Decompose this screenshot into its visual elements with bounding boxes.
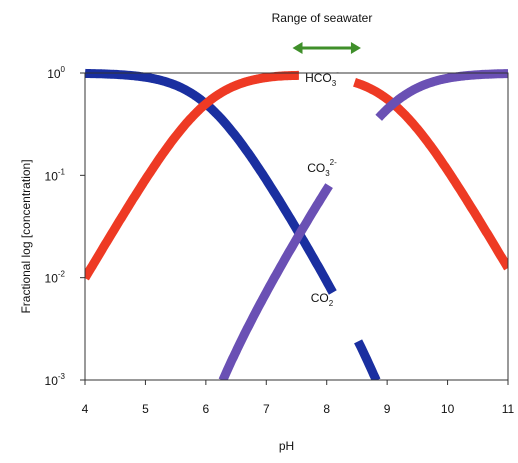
x-tick-label: 8 (323, 402, 330, 416)
bicarbonate-curve (85, 70, 508, 281)
y-tick-label: 10-1 (45, 167, 66, 183)
seawater-range-arrow-right (350, 42, 361, 54)
x-tick-label: 4 (82, 402, 89, 416)
x-tick-label: 6 (203, 402, 210, 416)
co2-curve (85, 68, 381, 380)
co2-curve-segment (354, 339, 381, 380)
seawater-range-label: Range of seawater (272, 11, 373, 25)
x-tick-label: 10 (441, 402, 455, 416)
y-axis-label: Fractional log [concentration] (19, 159, 33, 313)
bicarbonate-curve-label: HCO3- (305, 68, 339, 88)
x-tick-label: 9 (384, 402, 391, 416)
y-tick-label: 10-2 (45, 270, 66, 286)
ticks-layer: 4 5 6 7 8 9 10 11 100 10-1 10-2 10-3 (45, 65, 515, 416)
x-tick-label: 11 (502, 402, 515, 416)
co2-curve-label: CO2 (311, 291, 334, 308)
bicarbonate-curve-segment (351, 78, 508, 271)
x-axis-label: pH (279, 439, 294, 453)
x-tick-label: 5 (142, 402, 149, 416)
labels-layer: pH Fractional log [concentration] CO2 HCO3-… (19, 68, 339, 453)
annotation-layer: Range of seawater (272, 11, 373, 54)
y-tick-label: 100 (47, 65, 65, 81)
series-layer (85, 68, 508, 380)
seawater-range-arrow-left (292, 42, 303, 54)
x-tick-label: 7 (263, 402, 270, 416)
carbonate-curve (218, 69, 508, 380)
carbonate-curve-segment (218, 183, 333, 380)
y-tick-label: 10-3 (45, 372, 66, 388)
bicarbonate-curve-segment (85, 70, 303, 281)
plot-frame (84, 72, 509, 381)
carbonate-curve-segment (375, 69, 508, 121)
carbonate-curve-label: CO32- (307, 158, 337, 178)
